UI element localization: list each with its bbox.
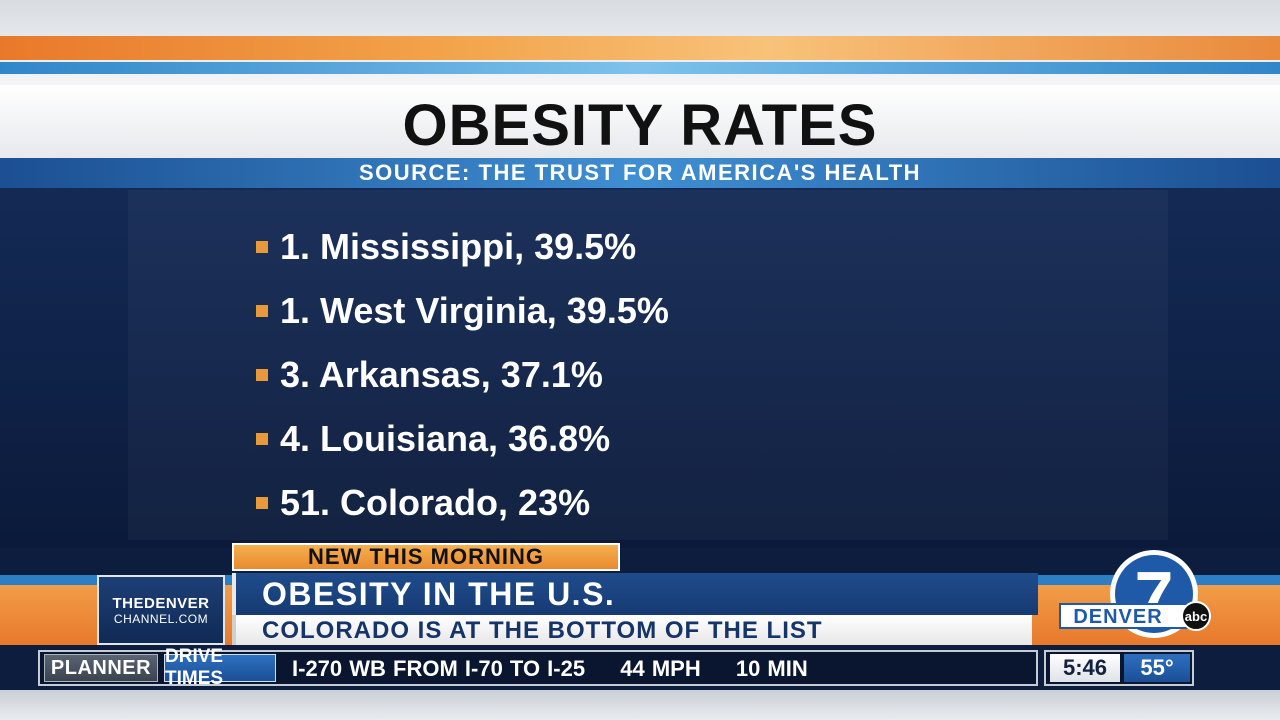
rank-list: 1. Mississippi, 39.5% 1. West Virginia, … (256, 215, 669, 535)
network-text: abc (1185, 609, 1207, 624)
channel-logo-line2: CHANNEL.COM (113, 611, 209, 626)
list-item-label: 1. West Virginia, 39.5% (280, 290, 669, 331)
square-bullet-icon (256, 369, 268, 381)
subhead: COLORADO IS AT THE BOTTOM OF THE LIST (262, 617, 823, 644)
channel-logo-line1: THEDENVER (112, 594, 210, 612)
top-blue-stripe (0, 62, 1280, 74)
list-item: 1. Mississippi, 39.5% (256, 215, 669, 279)
ticker-duration: 10 MIN (735, 656, 808, 681)
square-bullet-icon (256, 241, 268, 253)
headline-box (232, 573, 1038, 615)
drive-times-label: DRIVE TIMES (164, 646, 276, 689)
list-item-label: 4. Louisiana, 36.8% (280, 418, 611, 459)
bottom-decorative-band (0, 690, 1280, 720)
channel-logo: THEDENVER CHANNEL.COM (97, 575, 225, 645)
station-logo-text: DENVER (1073, 606, 1162, 628)
top-orange-stripe (0, 36, 1280, 60)
list-item: 51. Colorado, 23% (256, 471, 669, 535)
list-item-label: 51. Colorado, 23% (280, 482, 591, 523)
graphic-title: OBESITY RATES (402, 93, 878, 158)
square-bullet-icon (256, 433, 268, 445)
temperature-display: 55° (1124, 654, 1190, 682)
subhead-box (232, 615, 1032, 645)
square-bullet-icon (256, 305, 268, 317)
planner-label: PLANNER (44, 654, 158, 682)
source-line: SOURCE: THE TRUST FOR AMERICA'S HEALTH (358, 160, 922, 185)
square-bullet-icon (256, 497, 268, 509)
title-band (0, 85, 1280, 160)
time-display: 5:46 (1050, 654, 1120, 682)
ticker-route: I-270 WB FROM I-70 TO I-25 (292, 656, 586, 681)
main-panel (0, 188, 1280, 548)
list-item-label: 3. Arkansas, 37.1% (280, 354, 603, 395)
denver7-abc-logo-icon: 7 DENVER abc (1059, 550, 1211, 638)
ticker-text: I-270 WB FROM I-70 TO I-25 44 MPH 10 MIN (292, 656, 836, 682)
list-item: 1. West Virginia, 39.5% (256, 279, 669, 343)
headline: OBESITY IN THE U.S. (262, 576, 616, 612)
ticker-speed: 44 MPH (620, 656, 701, 681)
source-band (0, 158, 1280, 188)
list-item: 4. Louisiana, 36.8% (256, 407, 669, 471)
kicker-label: NEW THIS MORNING (232, 543, 620, 571)
list-item: 3. Arkansas, 37.1% (256, 343, 669, 407)
list-item-label: 1. Mississippi, 39.5% (280, 226, 637, 267)
